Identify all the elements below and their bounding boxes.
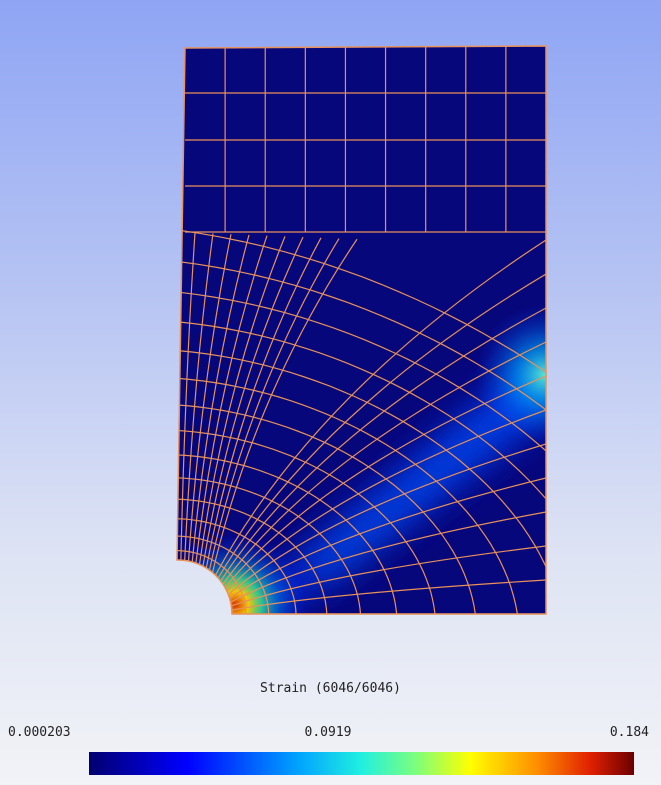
mesh-line	[187, 234, 232, 562]
mesh-line	[177, 535, 270, 614]
mesh-line	[217, 273, 546, 579]
mesh-line	[225, 409, 546, 592]
mesh-line	[177, 260, 546, 614]
mesh-line	[191, 234, 250, 563]
mesh-line	[177, 498, 328, 614]
mesh-line	[214, 239, 546, 577]
plate-outline	[176, 45, 547, 615]
mesh-line	[177, 321, 546, 614]
mesh-line	[208, 238, 340, 571]
mesh-line	[177, 349, 546, 614]
legend-title: Strain (6046/6046)	[260, 681, 401, 696]
mesh-line	[211, 238, 358, 574]
mesh-line	[184, 233, 214, 561]
mesh-line	[177, 454, 398, 614]
colorbar-min-label: 0.000203	[8, 725, 71, 740]
mesh-line	[177, 550, 247, 614]
mesh-line	[177, 518, 297, 614]
mesh-line	[223, 375, 546, 589]
mesh-line	[221, 341, 546, 586]
mesh-line	[219, 307, 546, 582]
mesh-line	[228, 477, 546, 600]
mesh-line	[177, 477, 362, 614]
mesh-line	[177, 404, 476, 614]
mesh-line	[177, 229, 546, 614]
strain-hotspot-edge	[470, 300, 546, 460]
colorbar-mid-label: 0.0919	[304, 725, 352, 740]
mesh-line	[198, 236, 286, 565]
colorbar	[89, 752, 634, 775]
mesh-line	[230, 545, 546, 607]
mesh-line	[177, 291, 546, 614]
mesh-line	[180, 232, 196, 561]
mesh-line	[229, 511, 546, 604]
mesh-line	[202, 236, 304, 567]
fem-viewport[interactable]	[0, 0, 661, 670]
mesh-grid	[177, 46, 546, 614]
mesh-line	[177, 377, 518, 614]
mesh-line	[177, 429, 436, 614]
mesh-line	[205, 237, 322, 569]
strain-hotspot-hole	[177, 520, 330, 614]
colorbar-max-label: 0.184	[609, 725, 649, 740]
plate-body	[177, 46, 546, 614]
